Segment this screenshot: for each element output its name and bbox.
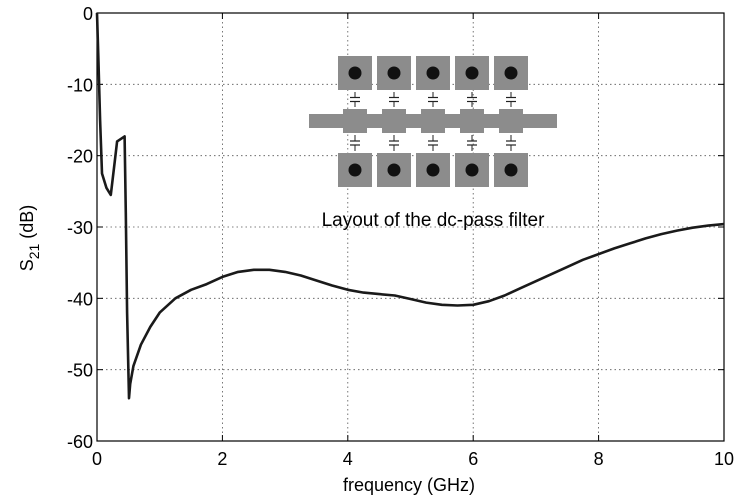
bottom-via [504,163,518,177]
bottom-via [465,163,479,177]
line-junction [421,109,445,133]
x-tick-label: 2 [217,449,227,469]
y-tick-label: -20 [67,147,93,167]
filter-layout-inset [309,56,557,187]
y-axis-label-unit: (dB) [17,205,37,244]
line-junction [382,109,406,133]
x-tick-label: 0 [92,449,102,469]
top-via [387,66,401,80]
y-tick-label: -10 [67,75,93,95]
y-tick-label: -30 [67,218,93,238]
line-junction [460,109,484,133]
y-axis-label-subscript: 21 [26,244,42,260]
x-tick-label: 8 [594,449,604,469]
y-tick-label: -60 [67,432,93,452]
y-axis-label-main: S [17,259,37,271]
bottom-via [426,163,440,177]
bottom-via [348,163,362,177]
line-junction [343,109,367,133]
line-junction [499,109,523,133]
x-tick-label: 4 [343,449,353,469]
series-line-s21 [95,12,725,400]
bottom-via [387,163,401,177]
y-axis-label: S21 (dB) [17,205,42,272]
axis-ticks: 0 2 4 6 8 10 0 -10 -20 -30 -40 -50 -60 [67,4,734,469]
y-tick-label: -50 [67,361,93,381]
top-via [504,66,518,80]
x-axis-label: frequency (GHz) [343,475,475,495]
top-via [465,66,479,80]
x-tick-label: 6 [468,449,478,469]
y-tick-label: 0 [83,4,93,24]
inset-caption: Layout of the dc-pass filter [322,210,546,231]
top-via [426,66,440,80]
x-tick-label: 10 [714,449,734,469]
top-via [348,66,362,80]
y-tick-label: -40 [67,289,93,309]
grid [97,13,724,441]
